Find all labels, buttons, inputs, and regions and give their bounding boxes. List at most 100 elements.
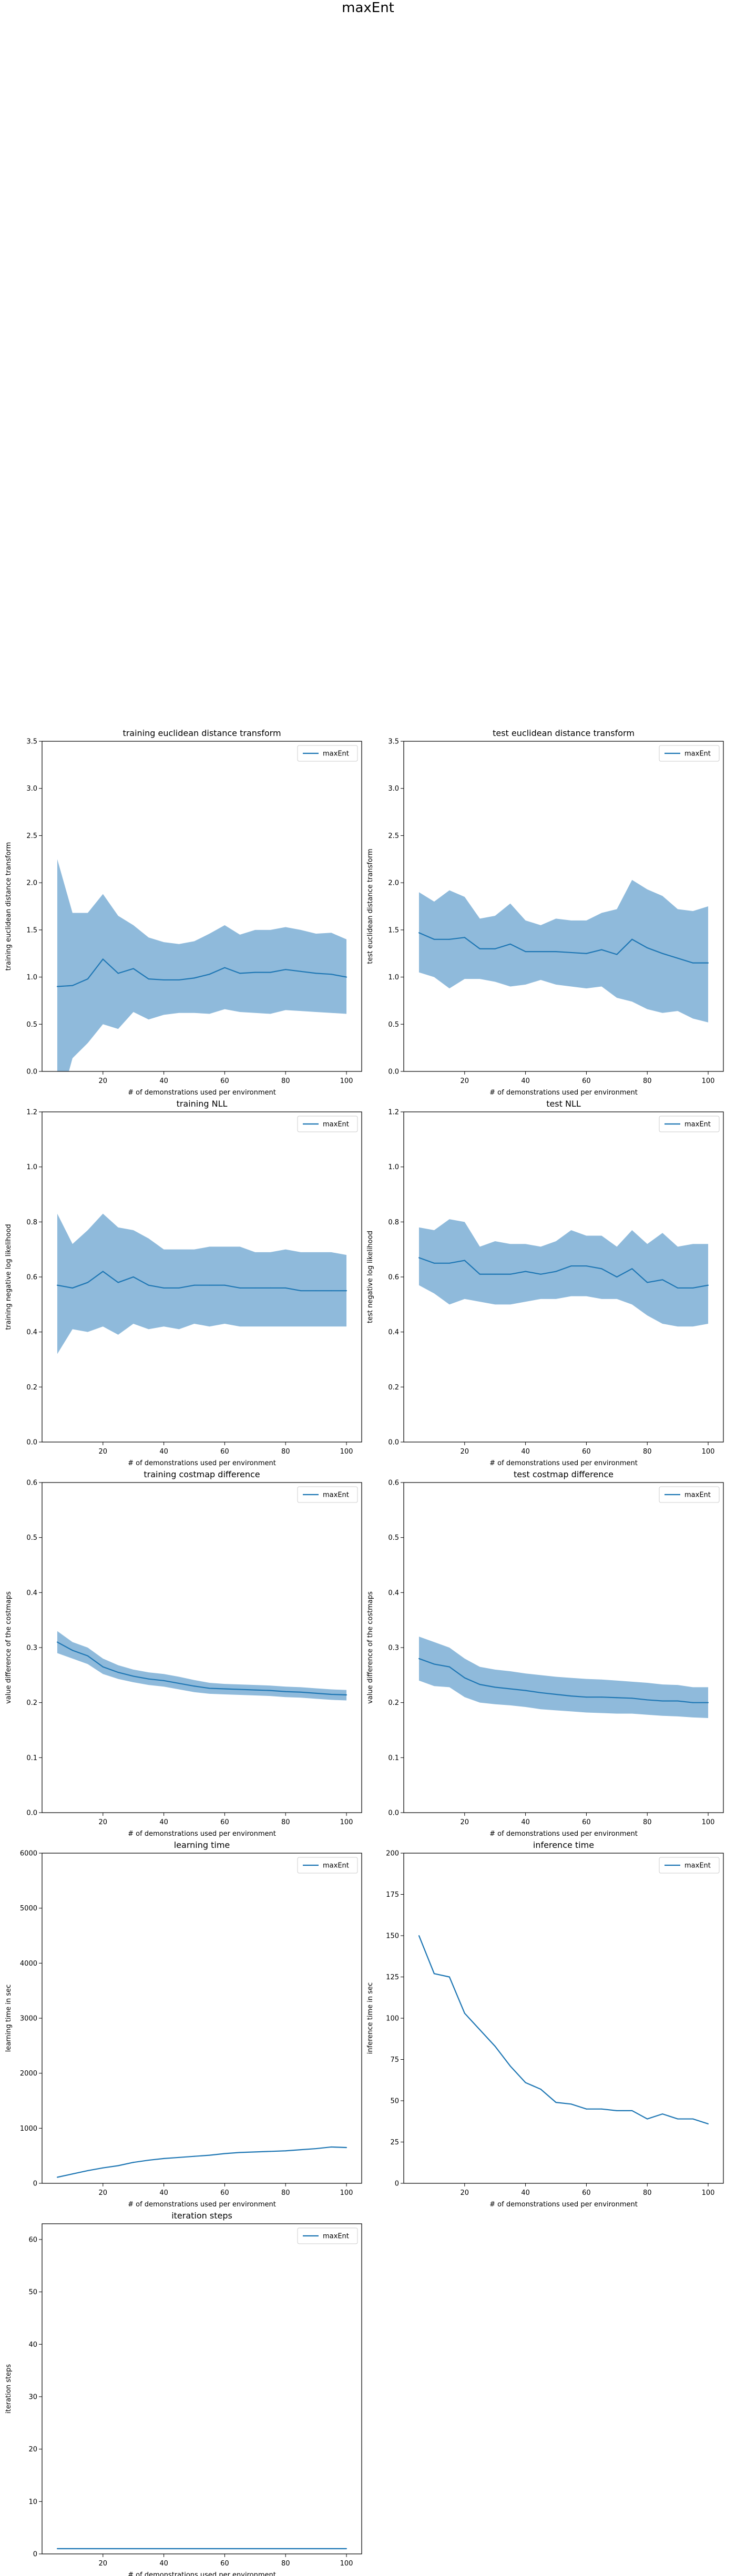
data-point <box>270 972 271 973</box>
data-point <box>586 953 587 954</box>
series-line <box>418 1257 709 1289</box>
data-point <box>525 1690 526 1691</box>
axes-frame <box>42 2223 362 2554</box>
data-point <box>209 1688 210 1689</box>
data-point <box>570 1695 572 1697</box>
legend: maxEnt <box>659 1857 720 1874</box>
x-tick-label: 20 <box>99 2189 108 2197</box>
data-point <box>692 962 694 964</box>
legend: maxEnt <box>659 1116 720 1132</box>
x-tick-label: 20 <box>461 1077 469 1085</box>
chart-panel-9: 20 40 60 80 100 0 10 20 30 40 50 60 iteration steps #… <box>5 2211 362 2576</box>
data-point <box>555 951 557 953</box>
series-line <box>418 1935 709 2125</box>
plot-area <box>56 1631 347 1701</box>
data-point <box>239 973 241 974</box>
data-point <box>71 1650 73 1651</box>
y-tick-label: 0.4 <box>388 1328 399 1336</box>
y-tick-label: 3.5 <box>26 738 37 746</box>
y-tick-label: 0.5 <box>388 1021 399 1029</box>
legend-box <box>297 1116 358 1132</box>
data-point <box>433 1973 435 1975</box>
data-point <box>331 1290 332 1292</box>
y-tick-label: 1.0 <box>26 974 37 982</box>
y-tick-label: 10 <box>28 2498 37 2506</box>
axes-frame <box>42 741 362 1072</box>
y-axis-label: learning time in sec <box>5 1985 13 2052</box>
data-point <box>479 1273 481 1275</box>
data-point <box>254 2548 256 2550</box>
legend-label: maxEnt <box>684 750 711 758</box>
data-point <box>662 953 663 954</box>
data-point <box>102 1271 104 1272</box>
data-point <box>692 1702 694 1703</box>
y-tick-label: 30 <box>28 2393 37 2401</box>
x-tick-label: 80 <box>281 1448 290 1456</box>
plot-area <box>56 1213 347 1354</box>
x-tick-label: 100 <box>702 1818 715 1826</box>
y-tick-label: 0.4 <box>26 1328 37 1336</box>
y-tick-label: 0.6 <box>388 1274 399 1282</box>
y-tick-label: 0.0 <box>26 1068 37 1076</box>
x-axis-label: # of demonstrations used per environment <box>128 1830 276 1838</box>
x-tick-label: 80 <box>643 2189 652 2197</box>
data-point <box>708 2123 709 2124</box>
data-point <box>132 2548 134 2550</box>
data-point <box>87 1282 88 1283</box>
legend-label: maxEnt <box>684 1862 711 1870</box>
plot-area <box>418 1935 709 2125</box>
x-tick-label: 80 <box>643 1077 652 1085</box>
data-point <box>239 1689 241 1690</box>
y-tick-label: 50 <box>390 2098 399 2105</box>
y-tick-label: 0.2 <box>388 1384 399 1392</box>
data-point <box>509 1688 511 1690</box>
legend-label: maxEnt <box>323 1491 349 1499</box>
legend-label: maxEnt <box>323 2233 349 2241</box>
data-point <box>555 1693 557 1695</box>
data-point <box>117 2165 119 2166</box>
data-point <box>479 2029 481 2030</box>
data-point <box>87 1655 88 1657</box>
plot-area <box>56 2146 347 2178</box>
data-point <box>346 976 347 978</box>
x-tick-label: 40 <box>159 1818 168 1826</box>
data-point <box>616 1697 618 1699</box>
data-point <box>662 1279 663 1281</box>
y-tick-label: 50 <box>28 2288 37 2296</box>
data-point <box>647 947 648 948</box>
data-point <box>601 1268 602 1270</box>
data-point <box>586 2108 587 2110</box>
legend-box <box>659 1857 720 1874</box>
data-point <box>631 1698 633 1699</box>
x-tick-label: 20 <box>99 1448 108 1456</box>
data-point <box>270 2151 271 2152</box>
y-tick-label: 0 <box>395 2180 399 2188</box>
data-point <box>555 1271 557 1272</box>
data-point <box>102 2167 104 2169</box>
y-tick-label: 2.0 <box>388 880 399 887</box>
data-point <box>56 986 58 987</box>
data-point <box>102 958 104 960</box>
data-point <box>71 2548 73 2550</box>
data-point <box>132 2162 134 2163</box>
x-tick-label: 40 <box>521 1448 530 1456</box>
data-point <box>224 2153 226 2154</box>
y-tick-label: 0.3 <box>26 1644 37 1652</box>
y-tick-label: 4000 <box>20 1960 37 1968</box>
y-tick-label: 5000 <box>20 1905 37 1913</box>
data-point <box>193 1685 195 1687</box>
x-tick-label: 80 <box>643 1448 652 1456</box>
data-point <box>132 1675 134 1677</box>
y-tick-label: 0.8 <box>388 1219 399 1226</box>
data-point <box>631 1268 633 1270</box>
y-tick-label: 100 <box>386 2015 399 2023</box>
data-point <box>224 1284 226 1286</box>
data-point <box>270 1287 271 1289</box>
data-point <box>56 2548 58 2550</box>
data-point <box>647 2118 648 2120</box>
x-tick-label: 100 <box>340 1077 353 1085</box>
data-point <box>209 2548 210 2550</box>
y-tick-label: 175 <box>386 1891 399 1899</box>
y-tick-label: 150 <box>386 1933 399 1940</box>
legend: maxEnt <box>659 745 720 762</box>
